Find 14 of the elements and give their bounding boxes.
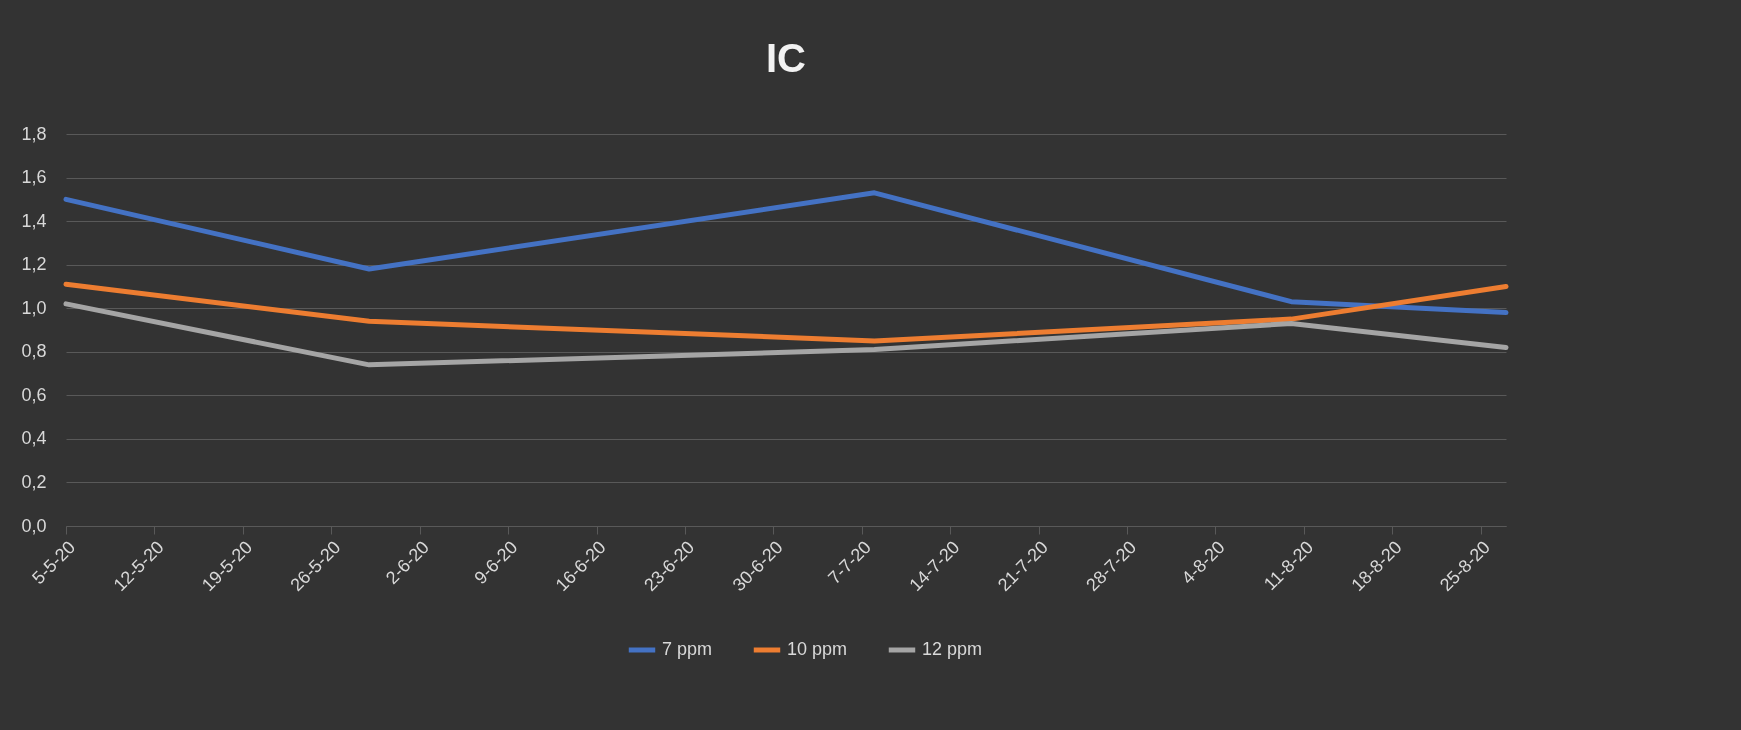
chart-title: IC [766,36,806,80]
legend-label: 7 ppm [662,639,713,659]
y-tick-label: 0,6 [21,384,47,405]
y-tick-label: 1,0 [21,297,47,318]
legend-label: 12 ppm [922,639,983,659]
y-tick-label: 0,2 [21,471,47,492]
y-tick-label: 0,4 [21,428,47,449]
legend-label: 10 ppm [787,639,848,659]
y-tick-label: 0,0 [21,515,47,536]
y-tick-label: 0,8 [21,341,47,362]
y-tick-label: 1,8 [21,123,47,144]
y-tick-label: 1,4 [21,210,47,231]
y-tick-label: 1,6 [21,167,47,188]
y-tick-label: 1,2 [21,254,47,275]
